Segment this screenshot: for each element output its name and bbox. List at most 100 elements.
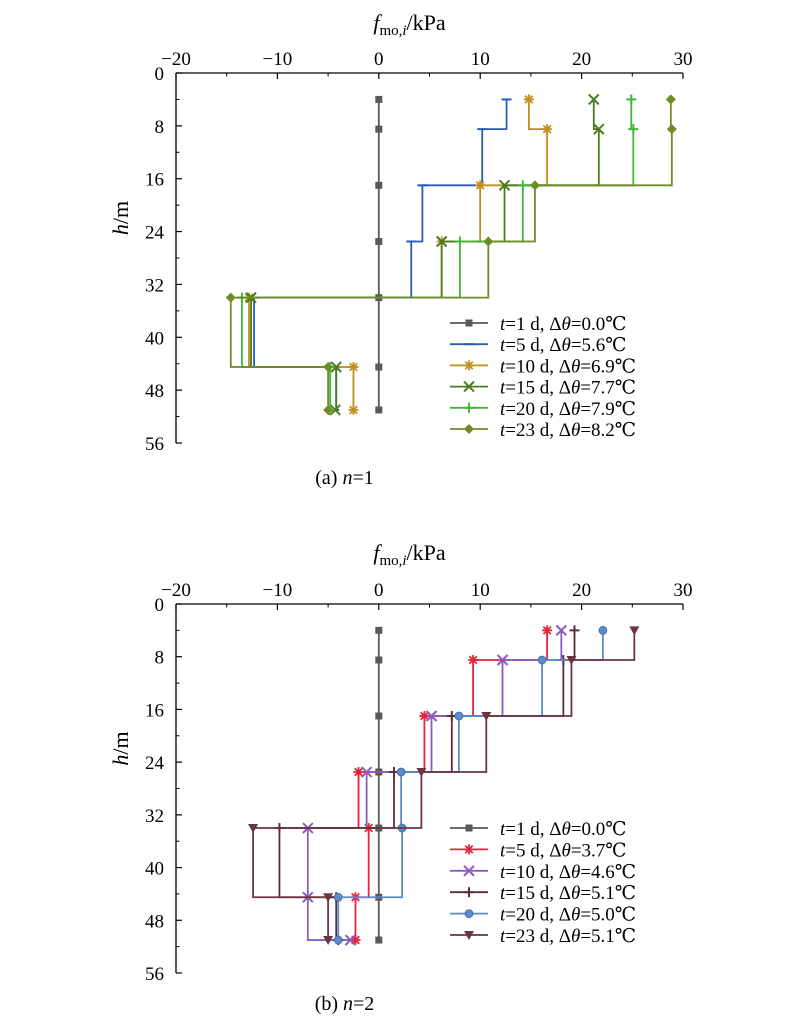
data-point-marker bbox=[529, 180, 540, 191]
data-point-marker bbox=[588, 93, 600, 106]
legend: t=1 d, Δθ=0.0℃t=5 d, Δθ=3.7℃t=10 d, Δθ=4… bbox=[450, 819, 636, 947]
data-point-marker bbox=[333, 935, 343, 945]
data-point-marker bbox=[496, 654, 509, 666]
legend-label: t=5 d, Δθ=5.6℃ bbox=[500, 335, 627, 356]
legend-label: t=1 d, Δθ=0.0℃ bbox=[500, 314, 627, 335]
data-point-marker bbox=[468, 655, 479, 666]
data-point-marker bbox=[375, 406, 383, 414]
y-tick-label: 24 bbox=[145, 753, 165, 774]
data-point-marker bbox=[665, 94, 676, 105]
data-point-marker bbox=[348, 404, 359, 415]
data-point-marker bbox=[542, 625, 553, 636]
y-tick-label: 32 bbox=[145, 806, 164, 827]
series-line bbox=[252, 630, 636, 941]
data-point-marker bbox=[464, 402, 474, 413]
data-point-marker bbox=[629, 626, 640, 636]
data-point-marker bbox=[360, 766, 373, 778]
data-point-marker bbox=[454, 236, 465, 247]
series-6 bbox=[225, 94, 677, 415]
data-point-marker bbox=[666, 124, 677, 135]
data-point-marker bbox=[344, 934, 357, 946]
y-tick-label: 16 bbox=[145, 700, 164, 721]
data-point-marker bbox=[375, 712, 383, 720]
subplot-label: (a) n=1 bbox=[315, 467, 373, 489]
data-point-marker bbox=[375, 626, 383, 634]
series-6 bbox=[248, 626, 640, 946]
data-point-marker bbox=[329, 404, 341, 416]
x-tick-label: −20 bbox=[161, 49, 191, 70]
chart-panel-1: −20 −10 0 10 20 30 0 8 16 24 32 40 48 56 fmo,i/kPa h/m t… bbox=[108, 10, 693, 489]
subplot-label: (b) n=2 bbox=[315, 993, 375, 1015]
legend-label: t=10 d, Δθ=6.9℃ bbox=[500, 356, 636, 377]
y-tick-label: 40 bbox=[145, 328, 164, 349]
x-axis-title: fmo,i/kPa bbox=[373, 540, 446, 569]
data-point-marker bbox=[323, 362, 334, 373]
y-tick-label: 56 bbox=[145, 434, 164, 455]
chart-panel-2: −20 −10 0 10 20 30 0 8 16 24 32 40 48 56 fmo,i/kPa h/m t… bbox=[108, 540, 693, 1015]
y-tick-label: 0 bbox=[155, 64, 165, 85]
data-point-marker bbox=[419, 711, 430, 722]
legend-label: t=20 d, Δθ=5.0℃ bbox=[500, 905, 636, 926]
data-point-marker bbox=[483, 236, 494, 247]
data-point-marker bbox=[323, 936, 334, 946]
legend-label: t=15 d, Δθ=5.1℃ bbox=[500, 883, 636, 904]
data-point-marker bbox=[375, 656, 383, 664]
data-point-marker bbox=[464, 909, 474, 918]
legend-label: t=15 d, Δθ=7.7℃ bbox=[500, 378, 636, 399]
x-tick-label: 30 bbox=[674, 49, 693, 70]
data-point-marker bbox=[333, 892, 343, 902]
data-point-marker bbox=[464, 844, 474, 855]
x-tick-label: −10 bbox=[263, 49, 293, 70]
data-point-marker bbox=[353, 767, 364, 778]
data-point-marker bbox=[628, 124, 639, 135]
data-point-marker bbox=[598, 625, 608, 635]
data-point-marker bbox=[463, 380, 475, 393]
data-point-marker bbox=[517, 180, 528, 191]
data-point-marker bbox=[375, 95, 383, 103]
data-point-marker bbox=[464, 424, 474, 434]
data-point-marker bbox=[463, 865, 475, 877]
data-point-marker bbox=[464, 887, 474, 898]
data-point-marker bbox=[396, 767, 406, 777]
legend-label: t=1 d, Δθ=0.0℃ bbox=[500, 819, 627, 840]
data-point-marker bbox=[537, 655, 547, 665]
data-point-marker bbox=[464, 360, 474, 371]
y-tick-label: 8 bbox=[155, 648, 165, 669]
data-point-marker bbox=[225, 292, 236, 303]
data-point-marker bbox=[375, 237, 383, 245]
x-tick-label: 10 bbox=[471, 580, 490, 601]
data-point-marker bbox=[375, 181, 383, 189]
data-point-marker bbox=[323, 404, 334, 415]
y-tick-label: 16 bbox=[145, 170, 164, 191]
data-point-marker bbox=[375, 363, 383, 371]
data-point-marker bbox=[375, 125, 383, 133]
legend-label: t=5 d, Δθ=3.7℃ bbox=[500, 840, 627, 861]
x-tick-label: 0 bbox=[374, 580, 384, 601]
data-point-marker bbox=[523, 94, 534, 105]
data-point-marker bbox=[464, 931, 474, 940]
data-point-marker bbox=[566, 656, 577, 666]
data-point-marker bbox=[475, 180, 486, 191]
series-1 bbox=[375, 626, 383, 944]
data-point-marker bbox=[593, 123, 605, 135]
legend-label: t=20 d, Δθ=7.9℃ bbox=[500, 399, 636, 420]
data-point-marker bbox=[425, 710, 438, 722]
x-tick-label: 10 bbox=[471, 49, 490, 70]
y-tick-label: 48 bbox=[145, 381, 164, 402]
data-point-marker bbox=[569, 625, 580, 636]
y-tick-label: 8 bbox=[155, 117, 165, 138]
legend: t=1 d, Δθ=0.0℃t=5 d, Δθ=5.6℃t=10 d, Δθ=6… bbox=[450, 314, 636, 441]
data-point-marker bbox=[248, 824, 259, 834]
data-point-marker bbox=[542, 124, 553, 135]
y-tick-label: 56 bbox=[145, 964, 164, 985]
x-tick-label: 30 bbox=[674, 580, 693, 601]
y-tick-label: 24 bbox=[145, 223, 165, 244]
data-point-marker bbox=[454, 711, 464, 721]
data-point-marker bbox=[330, 361, 342, 373]
series-3 bbox=[302, 624, 568, 946]
y-axis-title: h/m bbox=[108, 731, 133, 765]
x-tick-label: 20 bbox=[572, 49, 591, 70]
x-tick-label: 0 bbox=[374, 49, 384, 70]
legend-label: t=23 d, Δθ=8.2℃ bbox=[500, 420, 636, 441]
